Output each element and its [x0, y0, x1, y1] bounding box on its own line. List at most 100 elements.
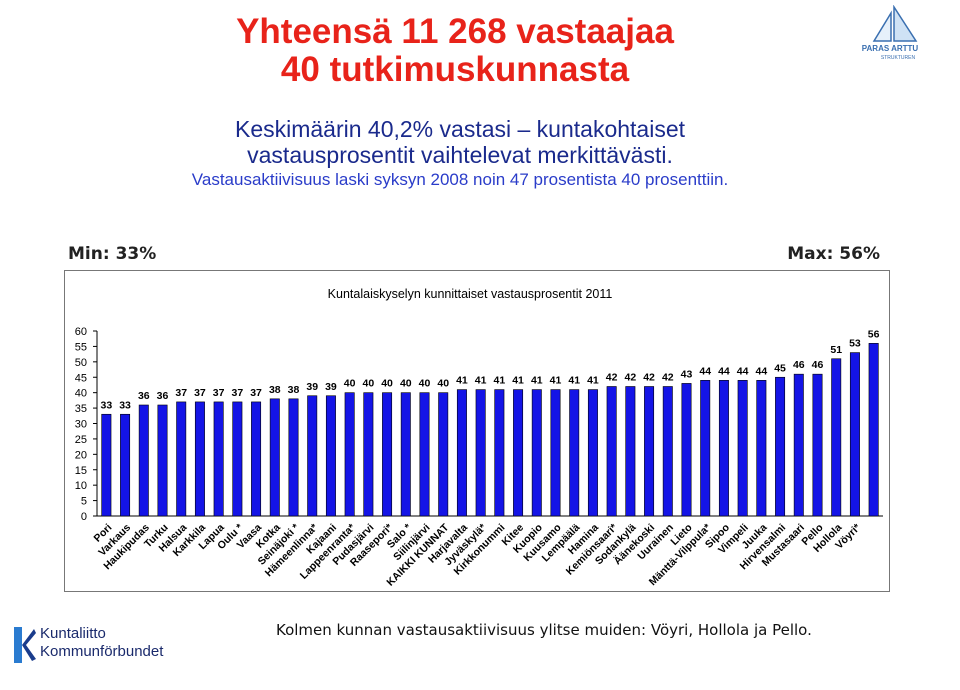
bar — [382, 392, 393, 517]
bar-value-label: 37 — [194, 387, 206, 399]
bar — [569, 389, 580, 517]
bar — [849, 352, 860, 517]
y-tick-label: 15 — [75, 465, 87, 477]
bar-value-label: 40 — [400, 378, 412, 390]
bar — [625, 386, 636, 517]
bar-value-label: 37 — [213, 387, 225, 399]
bar — [438, 392, 449, 517]
bar — [194, 401, 205, 517]
bar — [120, 413, 131, 517]
bar — [681, 383, 692, 517]
slide-title-line2: 40 tutkimuskunnasta — [280, 50, 630, 89]
y-tick-label: 40 — [75, 388, 87, 400]
strukturen-text: STRUKTUREN — [881, 55, 916, 61]
y-tick-label: 25 — [75, 434, 87, 446]
bar-value-label: 41 — [587, 375, 599, 387]
bar-value-label: 42 — [606, 372, 618, 384]
bar — [269, 398, 280, 517]
bar — [232, 401, 243, 517]
y-tick-label: 55 — [75, 341, 87, 353]
bar — [251, 401, 262, 517]
bar-value-label: 42 — [625, 372, 637, 384]
bar-value-label: 40 — [363, 378, 375, 390]
bar-value-label: 42 — [662, 372, 674, 384]
bar — [157, 404, 168, 517]
sailboat-icon: PARAS ARTTU STRUKTUREN — [862, 4, 919, 61]
subtitle-line2: vastausprosentit vaihtelevat merkittäväs… — [247, 142, 673, 168]
bar — [531, 389, 542, 517]
bar — [176, 401, 187, 517]
bar — [513, 389, 524, 517]
bar — [138, 404, 149, 517]
bar-value-label: 41 — [512, 375, 524, 387]
y-tick-label: 60 — [75, 326, 87, 338]
slide-title-line1: Yhteensä 11 268 vastaajaa — [236, 12, 674, 51]
bar — [456, 389, 467, 517]
y-tick-label: 50 — [75, 357, 87, 369]
bar-value-label: 39 — [325, 381, 337, 393]
bar-value-label: 40 — [381, 378, 393, 390]
bar-value-label: 44 — [756, 365, 768, 377]
subtitle-line1: Keskimäärin 40,2% vastasi – kuntakohtais… — [234, 116, 686, 142]
bar-value-label: 56 — [868, 328, 880, 340]
bar — [213, 401, 224, 517]
bar — [288, 398, 299, 517]
bar-value-label: 33 — [119, 399, 131, 411]
bar-value-label: 37 — [250, 387, 262, 399]
bar — [550, 389, 561, 517]
y-tick-label: 20 — [75, 449, 87, 461]
bar-value-label: 40 — [419, 378, 431, 390]
bar-chart: Kuntalaiskyselyn kunnittaiset vastauspro… — [75, 287, 883, 589]
bar-value-label: 41 — [456, 375, 468, 387]
y-tick-label: 10 — [75, 480, 87, 492]
bar-value-label: 37 — [175, 387, 187, 399]
y-tick-label: 30 — [75, 419, 87, 431]
bar — [419, 392, 430, 517]
bar — [307, 395, 318, 517]
bar-value-label: 41 — [568, 375, 580, 387]
bar — [700, 380, 711, 517]
bar — [775, 376, 786, 517]
bar — [718, 380, 729, 517]
bar-value-label: 38 — [288, 384, 300, 396]
max-label: Max: 56% — [787, 244, 880, 264]
bar — [344, 392, 355, 517]
bar-value-label: 41 — [494, 375, 506, 387]
bar-value-label: 39 — [306, 381, 318, 393]
bar — [587, 389, 598, 517]
bar — [101, 413, 112, 517]
bar — [662, 386, 673, 517]
y-tick-label: 35 — [75, 403, 87, 415]
bar-value-label: 53 — [849, 338, 861, 350]
arttu-text: PARAS ARTTU — [862, 44, 919, 53]
bar — [812, 373, 823, 517]
bar — [363, 392, 374, 517]
kommunforbundet-name: Kommunförbundet — [40, 643, 164, 660]
paras-arttu-logo: PARAS ARTTU STRUKTUREN — [850, 4, 930, 66]
bar — [756, 380, 767, 517]
chart-frame: Kuntalaiskyselyn kunnittaiset vastauspro… — [64, 270, 890, 592]
bar-value-label: 44 — [718, 365, 730, 377]
bar — [737, 380, 748, 517]
kuntaliitto-logo: Kuntaliitto Kommunförbundet — [12, 625, 163, 670]
bar-value-label: 41 — [531, 375, 543, 387]
bar — [644, 386, 655, 517]
bar-value-label: 40 — [437, 378, 449, 390]
bar-value-label: 41 — [550, 375, 562, 387]
y-tick-label: 5 — [81, 496, 87, 508]
bar-value-label: 44 — [699, 365, 711, 377]
bar-value-label: 33 — [101, 399, 113, 411]
chart-title: Kuntalaiskyselyn kunnittaiset vastauspro… — [328, 287, 613, 301]
y-tick-label: 45 — [75, 372, 87, 384]
kuntaliitto-name: Kuntaliitto — [40, 625, 106, 642]
bar-value-label: 51 — [830, 344, 842, 356]
bar-value-label: 46 — [812, 359, 824, 371]
footer-note: Kolmen kunnan vastausaktiivisuus ylitse … — [276, 621, 812, 639]
bar — [400, 392, 411, 517]
bar-value-label: 38 — [269, 384, 281, 396]
bar-value-label: 42 — [643, 372, 655, 384]
bar-value-label: 41 — [475, 375, 487, 387]
bar — [475, 389, 486, 517]
bar-value-label: 43 — [681, 368, 693, 380]
bar-value-label: 37 — [232, 387, 244, 399]
